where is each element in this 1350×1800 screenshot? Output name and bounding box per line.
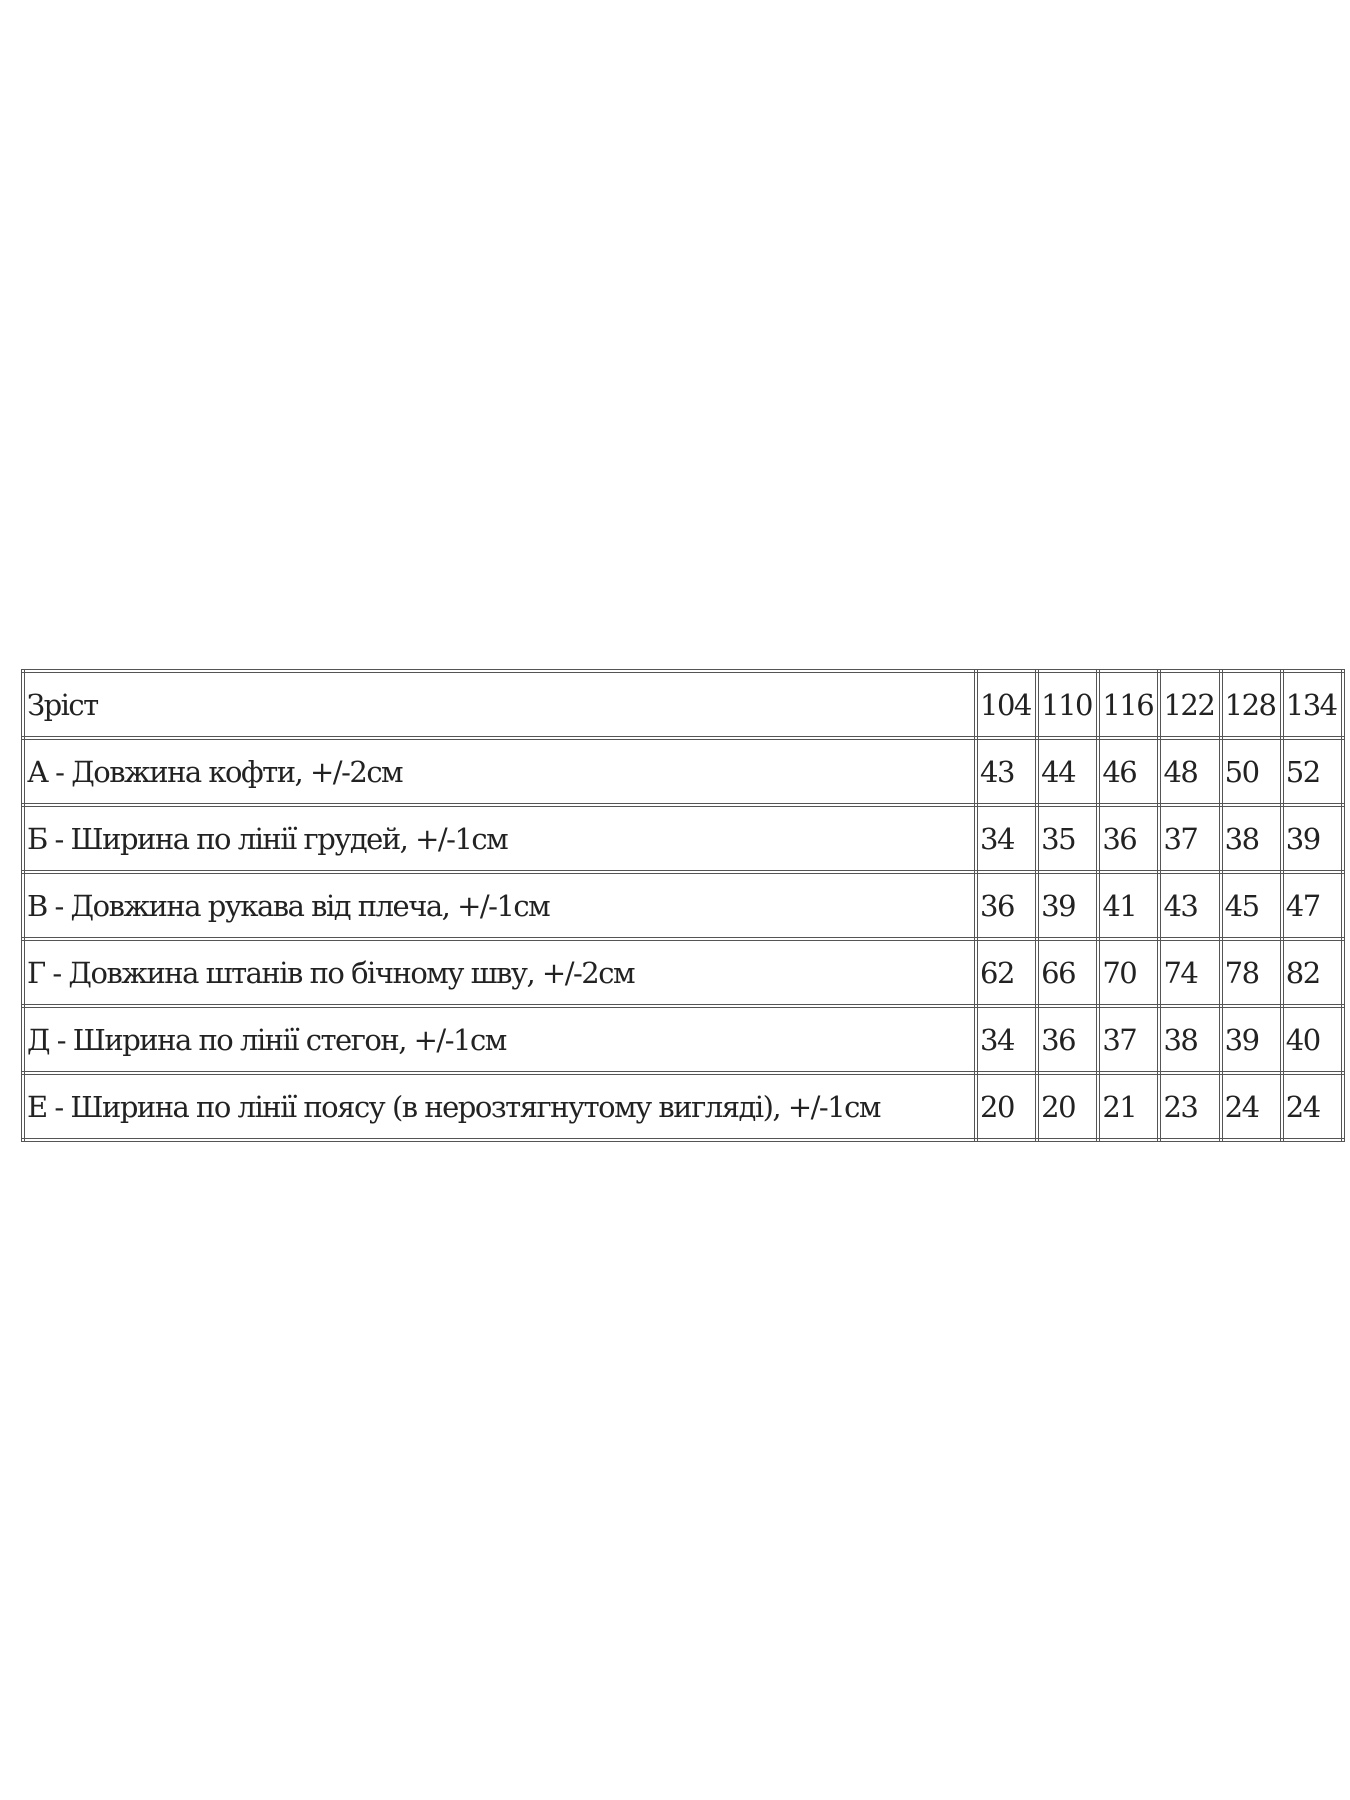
cell-value: 36 [973, 870, 1040, 941]
cell-value: 34 [973, 1004, 1040, 1075]
row-label: А - Довжина кофти, +/-2см [21, 736, 978, 807]
cell-value: 39 [1218, 1004, 1284, 1075]
cell-value: 128 [1218, 669, 1284, 740]
cell-value: 21 [1096, 1071, 1162, 1142]
cell-value: 37 [1157, 803, 1223, 874]
cell-value: 39 [1279, 803, 1346, 874]
row-label: Е - Ширина по лінії поясу (в нерозтягнут… [21, 1071, 978, 1142]
cell-value: 36 [1096, 803, 1162, 874]
cell-value: 52 [1279, 736, 1346, 807]
table-row: В - Довжина рукава від плеча, +/-1см 36 39… [21, 870, 1346, 941]
cell-value: 38 [1157, 1004, 1223, 1075]
cell-value: 38 [1218, 803, 1284, 874]
cell-value: 70 [1096, 937, 1162, 1008]
cell-value: 66 [1035, 937, 1101, 1008]
cell-value: 24 [1218, 1071, 1284, 1142]
cell-value: 134 [1279, 669, 1346, 740]
cell-value: 40 [1279, 1004, 1346, 1075]
cell-value: 122 [1157, 669, 1223, 740]
cell-value: 37 [1096, 1004, 1162, 1075]
cell-value: 104 [973, 669, 1040, 740]
cell-value: 24 [1279, 1071, 1346, 1142]
row-label: Г - Довжина штанів по бічному шву, +/-2с… [21, 937, 978, 1008]
table-row: А - Довжина кофти, +/-2см 43 44 46 48 50 52 [21, 736, 1346, 807]
row-label: В - Довжина рукава від плеча, +/-1см [21, 870, 978, 941]
table-row: Б - Ширина по лінії грудей, +/-1см 34 35 36… [21, 803, 1346, 874]
cell-value: 78 [1218, 937, 1284, 1008]
table-row: Е - Ширина по лінії поясу (в нерозтягнут… [21, 1071, 1346, 1142]
cell-value: 74 [1157, 937, 1223, 1008]
cell-value: 82 [1279, 937, 1346, 1008]
cell-value: 20 [1035, 1071, 1101, 1142]
cell-value: 45 [1218, 870, 1284, 941]
row-label: Зріст [21, 669, 978, 740]
size-chart-table: Зріст 104 110 116 122 128 134 А - Довжина кофти… [21, 669, 1346, 1142]
row-label: Д - Ширина по лінії стегон, +/-1см [21, 1004, 978, 1075]
cell-value: 46 [1096, 736, 1162, 807]
cell-value: 50 [1218, 736, 1284, 807]
cell-value: 44 [1035, 736, 1101, 807]
cell-value: 48 [1157, 736, 1223, 807]
table-row: Д - Ширина по лінії стегон, +/-1см 34 36 37… [21, 1004, 1346, 1075]
cell-value: 23 [1157, 1071, 1223, 1142]
cell-value: 34 [973, 803, 1040, 874]
cell-value: 62 [973, 937, 1040, 1008]
cell-value: 47 [1279, 870, 1346, 941]
cell-value: 41 [1096, 870, 1162, 941]
header-row: Зріст 104 110 116 122 128 134 [21, 669, 1346, 740]
cell-value: 116 [1096, 669, 1162, 740]
cell-value: 36 [1035, 1004, 1101, 1075]
cell-value: 43 [973, 736, 1040, 807]
cell-value: 110 [1035, 669, 1101, 740]
row-label: Б - Ширина по лінії грудей, +/-1см [21, 803, 978, 874]
cell-value: 20 [973, 1071, 1040, 1142]
cell-value: 39 [1035, 870, 1101, 941]
table-row: Г - Довжина штанів по бічному шву, +/-2с… [21, 937, 1346, 1008]
cell-value: 43 [1157, 870, 1223, 941]
cell-value: 35 [1035, 803, 1101, 874]
